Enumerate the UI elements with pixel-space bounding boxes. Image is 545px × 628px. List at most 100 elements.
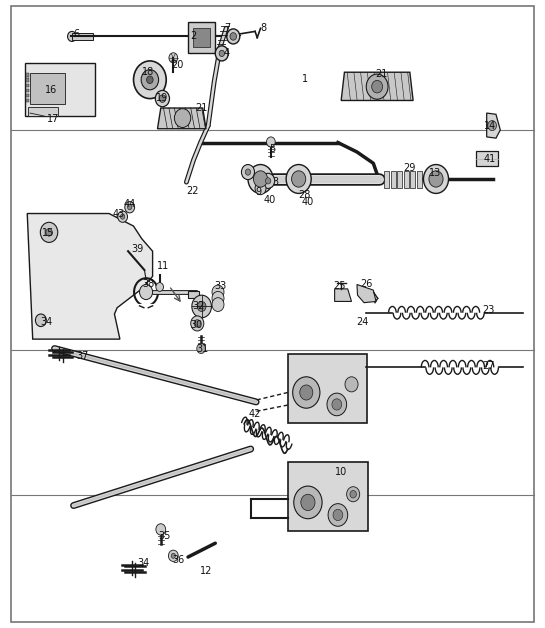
Polygon shape xyxy=(341,72,413,100)
Circle shape xyxy=(332,399,342,410)
Text: 41: 41 xyxy=(483,154,495,164)
Circle shape xyxy=(192,295,211,318)
Circle shape xyxy=(286,165,311,193)
Text: 1: 1 xyxy=(302,73,308,84)
Circle shape xyxy=(191,316,204,331)
Circle shape xyxy=(120,214,125,219)
Text: 14: 14 xyxy=(485,121,496,131)
Circle shape xyxy=(333,509,343,521)
Text: 19: 19 xyxy=(156,93,168,103)
Circle shape xyxy=(300,385,313,400)
Bar xyxy=(26,73,29,77)
Circle shape xyxy=(262,173,275,188)
Text: 28: 28 xyxy=(298,190,310,200)
Circle shape xyxy=(253,171,268,187)
Text: 13: 13 xyxy=(429,168,441,178)
Text: 22: 22 xyxy=(186,186,198,196)
Text: 30: 30 xyxy=(190,320,202,330)
Circle shape xyxy=(140,284,153,300)
Text: 11: 11 xyxy=(158,261,169,271)
Circle shape xyxy=(350,490,356,498)
Circle shape xyxy=(301,494,315,511)
Circle shape xyxy=(345,377,358,392)
Circle shape xyxy=(156,524,166,535)
Bar xyxy=(26,99,29,102)
Circle shape xyxy=(429,171,443,187)
Text: 44: 44 xyxy=(124,199,136,209)
Bar xyxy=(188,291,199,298)
Circle shape xyxy=(227,29,240,44)
Circle shape xyxy=(194,320,201,327)
Polygon shape xyxy=(335,289,352,301)
Bar xyxy=(476,151,498,166)
Circle shape xyxy=(197,301,206,311)
Bar xyxy=(384,171,389,188)
Circle shape xyxy=(128,205,132,210)
Circle shape xyxy=(265,178,271,184)
Polygon shape xyxy=(357,284,376,303)
Circle shape xyxy=(46,229,52,236)
Text: 27: 27 xyxy=(483,361,495,371)
Text: 3: 3 xyxy=(272,177,278,187)
Bar xyxy=(397,171,402,188)
Bar xyxy=(25,63,95,116)
Circle shape xyxy=(248,165,273,193)
Circle shape xyxy=(168,550,178,561)
Text: 38: 38 xyxy=(142,279,154,289)
Circle shape xyxy=(171,553,175,558)
Circle shape xyxy=(212,298,224,311)
Text: 15: 15 xyxy=(42,228,54,238)
Circle shape xyxy=(366,74,388,99)
Bar xyxy=(72,33,93,40)
Circle shape xyxy=(125,202,135,213)
Text: 7: 7 xyxy=(225,23,231,33)
Text: 34: 34 xyxy=(137,558,149,568)
Circle shape xyxy=(147,76,153,84)
Polygon shape xyxy=(158,108,206,129)
Circle shape xyxy=(197,344,205,354)
Circle shape xyxy=(327,393,347,416)
Text: 40: 40 xyxy=(264,195,276,205)
Bar xyxy=(391,171,396,188)
Text: 4: 4 xyxy=(223,48,229,58)
Bar xyxy=(26,84,29,87)
Bar xyxy=(193,28,210,47)
Text: 20: 20 xyxy=(171,60,183,70)
Text: 16: 16 xyxy=(45,85,57,95)
Text: 25: 25 xyxy=(334,281,346,291)
Circle shape xyxy=(155,90,169,107)
Bar xyxy=(288,462,368,531)
Text: 12: 12 xyxy=(200,566,212,577)
Text: 39: 39 xyxy=(131,244,143,254)
Text: 6: 6 xyxy=(73,29,80,39)
Circle shape xyxy=(159,95,166,102)
Text: 42: 42 xyxy=(249,409,261,420)
Circle shape xyxy=(40,222,58,242)
Text: 26: 26 xyxy=(360,279,372,289)
Text: 17: 17 xyxy=(47,114,59,124)
Circle shape xyxy=(423,165,449,193)
Circle shape xyxy=(245,169,251,175)
Circle shape xyxy=(141,70,159,90)
Bar xyxy=(288,354,367,423)
Circle shape xyxy=(212,285,224,299)
Text: 9: 9 xyxy=(256,187,262,197)
Text: 43: 43 xyxy=(113,208,125,219)
Circle shape xyxy=(212,291,224,305)
Text: 23: 23 xyxy=(483,305,495,315)
Text: 31: 31 xyxy=(197,344,209,354)
Circle shape xyxy=(68,31,76,41)
Text: 2: 2 xyxy=(190,31,197,41)
Text: 33: 33 xyxy=(215,281,227,291)
Circle shape xyxy=(347,487,360,502)
Text: 21: 21 xyxy=(196,103,208,113)
Circle shape xyxy=(174,109,191,127)
Circle shape xyxy=(219,50,225,57)
Polygon shape xyxy=(487,113,500,138)
Circle shape xyxy=(35,314,46,327)
Text: 34: 34 xyxy=(40,317,52,327)
Circle shape xyxy=(215,46,228,61)
Circle shape xyxy=(118,211,128,222)
Text: 5: 5 xyxy=(269,144,276,154)
Text: 36: 36 xyxy=(173,555,185,565)
